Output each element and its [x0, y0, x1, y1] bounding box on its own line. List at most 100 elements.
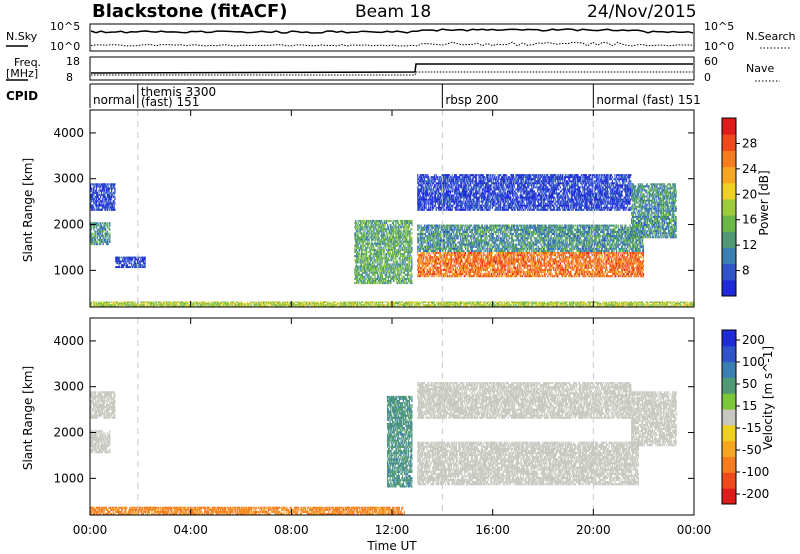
data-cell	[473, 262, 475, 265]
data-cell	[496, 260, 499, 263]
data-cell	[365, 236, 368, 239]
data-cell	[510, 275, 512, 278]
data-cell	[356, 275, 358, 278]
data-cell	[371, 271, 374, 274]
data-cell	[92, 200, 94, 203]
data-cell	[380, 257, 382, 260]
data-cell	[418, 264, 420, 267]
data-cell	[115, 266, 117, 269]
data-cell	[386, 267, 388, 270]
data-cell	[483, 264, 485, 267]
data-cell	[397, 261, 399, 264]
cpid-segment-label: themis 3300	[141, 85, 216, 99]
data-cell	[398, 269, 400, 272]
data-cell	[103, 236, 105, 239]
data-cell	[429, 239, 431, 242]
data-cell	[417, 224, 419, 227]
data-cell	[610, 258, 613, 261]
data-cell	[569, 256, 571, 259]
data-cell	[566, 262, 568, 265]
data-cell	[487, 254, 489, 257]
data-cell	[360, 263, 362, 266]
data-cell	[110, 183, 112, 186]
data-cell	[460, 273, 462, 276]
data-cell	[510, 256, 512, 259]
data-cell	[496, 275, 498, 278]
data-cell	[90, 224, 92, 227]
data-cell	[421, 254, 423, 257]
data-cell	[458, 230, 460, 233]
data-cell	[508, 268, 510, 271]
data-cell	[105, 238, 107, 241]
data-cell	[432, 224, 434, 227]
data-cell	[616, 266, 619, 269]
data-cell	[454, 273, 457, 276]
data-cell	[488, 252, 490, 255]
data-cell	[403, 224, 405, 227]
data-cell	[402, 279, 404, 283]
data-cell	[401, 253, 403, 256]
data-cell	[400, 222, 402, 225]
data-cell	[459, 247, 462, 250]
data-cell	[122, 260, 124, 263]
data-cell	[543, 262, 545, 265]
data-cell	[408, 279, 410, 283]
data-cell	[516, 270, 518, 274]
data-cell	[457, 273, 459, 276]
data-cell	[393, 267, 395, 270]
data-cell	[635, 254, 637, 257]
data-cell	[401, 226, 403, 229]
data-cell	[442, 224, 444, 227]
data-cell	[361, 242, 363, 245]
data-cell	[563, 256, 565, 259]
data-cell	[610, 268, 612, 271]
data-cell	[136, 258, 139, 261]
data-cell	[93, 222, 95, 225]
data-cell	[598, 270, 600, 274]
data-cell	[355, 230, 358, 233]
data-cell	[456, 247, 458, 250]
data-cell	[454, 266, 457, 269]
data-cell	[623, 264, 625, 267]
data-cell	[354, 236, 356, 239]
data-cell	[360, 282, 363, 285]
data-cell	[100, 234, 103, 237]
data-cell	[584, 275, 586, 278]
data-cell	[594, 252, 596, 255]
data-cell	[360, 279, 362, 283]
data-cell	[418, 262, 421, 265]
data-cell	[394, 242, 396, 245]
data-cell	[526, 262, 528, 265]
data-cell	[433, 245, 435, 248]
data-cell	[379, 244, 381, 247]
data-cell	[439, 266, 442, 269]
data-cell	[534, 268, 536, 271]
data-cell	[452, 254, 454, 257]
data-cell	[445, 247, 447, 250]
data-cell	[570, 270, 572, 274]
data-cell	[102, 206, 104, 209]
data-cell	[391, 265, 393, 268]
data-cell	[392, 238, 394, 241]
data-cell	[449, 226, 451, 229]
data-cell	[634, 258, 636, 261]
data-cell	[384, 273, 386, 276]
data-cell	[433, 275, 436, 278]
data-cell	[372, 253, 374, 256]
data-cell	[452, 241, 454, 244]
data-cell	[487, 264, 489, 267]
data-cell	[614, 270, 616, 274]
data-cell	[494, 258, 496, 261]
data-cell	[385, 255, 387, 258]
data-cell	[624, 258, 626, 261]
data-cell	[600, 252, 602, 255]
data-cell	[464, 270, 466, 274]
data-cell	[356, 240, 358, 243]
data-cell	[405, 255, 407, 258]
data-cell	[506, 260, 508, 263]
data-cell	[109, 198, 111, 201]
data-cell	[461, 239, 463, 242]
data-cell	[584, 258, 587, 261]
data-cell	[453, 273, 455, 276]
data-cell	[107, 204, 109, 207]
